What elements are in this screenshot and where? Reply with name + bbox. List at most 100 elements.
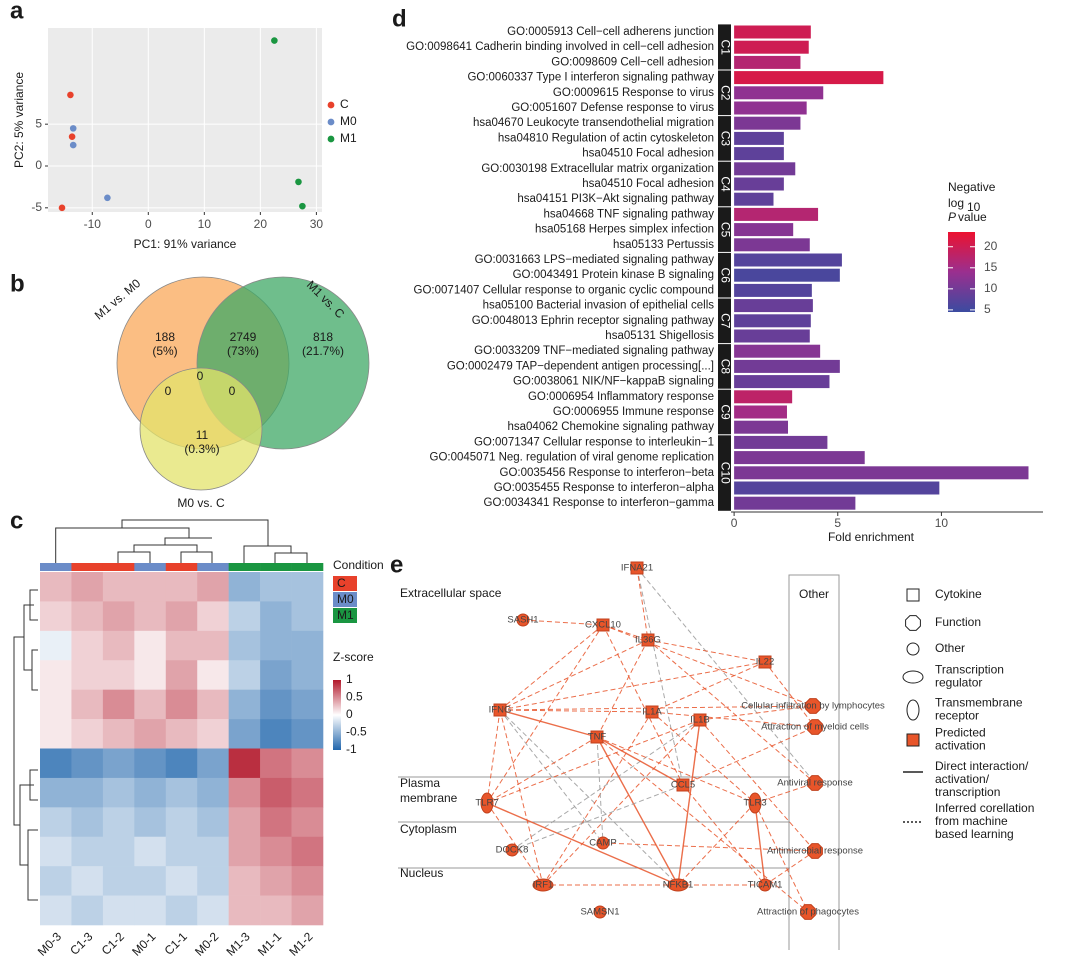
heatmap-cell: [260, 895, 292, 926]
edge: [636, 567, 649, 641]
heatmap-cell: [71, 719, 104, 749]
bar: [734, 268, 840, 282]
heatmap-cell: [40, 748, 72, 779]
edge: [486, 802, 544, 886]
column-label: C1-3: [67, 929, 96, 958]
colorbar: [948, 232, 975, 312]
heatmap-cell: [71, 601, 104, 632]
legend-label: M1: [337, 608, 354, 622]
heatmap-cell: [291, 660, 324, 690]
legend-label: from machine: [935, 814, 1008, 828]
edge: [602, 842, 816, 852]
category-label: GO:0031663 LPS−mediated signaling pathwa…: [475, 254, 715, 266]
legend-marker: [326, 117, 336, 127]
category-label: GO:0043491 Protein kinase B signaling: [513, 269, 714, 281]
x-tick-label: 5: [834, 516, 841, 530]
condition-cell: [40, 563, 72, 571]
heatmap-cell: [71, 572, 104, 602]
heatmap-cell: [228, 807, 261, 838]
x-tick-label: 0: [145, 217, 152, 231]
edge: [764, 661, 816, 728]
network-node: [748, 792, 762, 814]
heatmap-cell: [71, 660, 104, 690]
condition-cell: [228, 563, 261, 571]
bar: [734, 283, 812, 297]
heatmap-cell: [165, 748, 198, 779]
legend-title: Condition: [333, 558, 384, 572]
heatmap-cell: [291, 748, 324, 779]
heatmap-cell: [102, 630, 135, 661]
colorbar-title: log: [948, 196, 964, 210]
edge: [677, 802, 756, 886]
node-label: CAMP: [589, 838, 616, 849]
point: [299, 202, 306, 210]
heatmap-cell: [197, 836, 229, 867]
category-label: hsa04810 Regulation of actin cytoskeleto…: [498, 132, 714, 144]
node-label: IL22: [756, 657, 775, 668]
point: [67, 91, 74, 99]
colorbar-tick-label: 5: [984, 302, 991, 316]
edge: [602, 624, 814, 707]
panel-letter: a: [10, 0, 24, 24]
heatmap-cell: [71, 807, 104, 838]
node-label: Attraction of myeloid cells: [761, 722, 869, 733]
heatmap-cell: [71, 630, 104, 661]
bar: [734, 55, 801, 69]
panel-letter: e: [390, 551, 403, 578]
heatmap-cell: [40, 660, 72, 690]
heatmap-cell: [260, 807, 292, 838]
network-node: [805, 698, 821, 714]
category-label: GO:0045071 Neg. regulation of viral geno…: [430, 452, 714, 464]
point: [104, 194, 111, 202]
heatmap-cell: [197, 807, 229, 838]
network-node: [641, 633, 655, 647]
cluster-label: C10: [718, 462, 732, 484]
heatmap-cell: [40, 836, 72, 867]
heatmap-cell: [71, 895, 104, 926]
cluster-label: C5: [718, 222, 732, 238]
heatmap-cell: [71, 748, 104, 779]
heatmap-cell: [40, 601, 72, 632]
heatmap-cell: [165, 689, 198, 720]
heatmap-cell: [228, 719, 261, 749]
node-label: TLR3: [743, 798, 766, 809]
column-label: C1-1: [162, 929, 191, 958]
bar: [734, 162, 796, 176]
legend-label: Inferred corellation: [935, 801, 1034, 815]
edge: [682, 726, 816, 786]
edge: [499, 709, 544, 886]
colorbar-title: Negative: [948, 180, 996, 194]
heatmap-cell: [197, 572, 229, 602]
legend-label: activation: [935, 739, 986, 753]
network-node: [758, 878, 772, 892]
network-node: [630, 561, 644, 575]
edge: [754, 802, 809, 913]
category-label: GO:0033209 TNF−mediated signaling pathwa…: [474, 345, 714, 357]
bar: [734, 40, 809, 54]
network-node: [807, 775, 823, 791]
heatmap-cell: [260, 836, 292, 867]
heatmap-cell: [102, 866, 135, 896]
category-label: GO:0048013 Ephrin receptor signaling pat…: [472, 315, 715, 327]
node-label: TICAM1: [748, 880, 783, 891]
bar: [734, 147, 784, 161]
legend-label: regulator: [935, 676, 982, 690]
heatmap-cell: [102, 689, 135, 720]
network-node: [800, 904, 816, 920]
edge: [699, 719, 816, 852]
venn-percent: (21.7%): [302, 344, 344, 358]
heatmap-cell: [228, 572, 261, 602]
heatmap-cell: [197, 895, 229, 926]
heatmap-cell: [102, 807, 135, 838]
venn-set: [139, 367, 263, 491]
node-label: IL1B: [690, 715, 710, 726]
edge: [636, 567, 684, 786]
heatmap-cell: [134, 601, 167, 632]
edge: [499, 709, 679, 886]
category-label: hsa04151 PI3K−Akt signaling pathway: [517, 193, 714, 205]
edge: [596, 639, 649, 738]
point: [58, 204, 66, 212]
heatmap-cell: [40, 630, 72, 661]
node-label: IL36G: [635, 635, 661, 646]
heatmap-cell: [260, 689, 292, 720]
